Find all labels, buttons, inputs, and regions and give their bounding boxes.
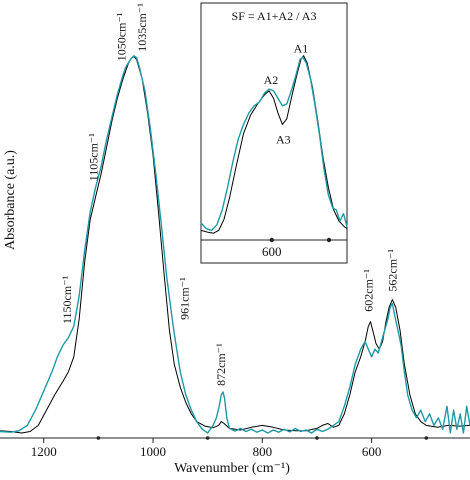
series-line-black	[0, 56, 470, 434]
peak-label-872: 872cm⁻¹	[214, 343, 228, 386]
x-tick-label-800: 800	[253, 444, 273, 459]
x-tick-label-600: 600	[362, 444, 382, 459]
peak-label-602: 602cm⁻¹	[362, 269, 376, 312]
peak-label-1050: 1050cm⁻¹	[115, 12, 129, 61]
peak-label-961: 961cm⁻¹	[177, 277, 191, 320]
peak-label-1105: 1105cm⁻¹	[87, 133, 101, 182]
x-tick-label-1200: 1200	[31, 444, 57, 459]
inset-minor-tick	[326, 237, 332, 243]
x-minor-tick-900	[205, 436, 210, 440]
inset-label-a1: A1	[294, 42, 309, 56]
peak-annotations: 1050cm⁻¹ 1035cm⁻¹ 1105cm⁻¹ 1150cm⁻¹ 961cm⁻¹ 8…	[60, 3, 399, 386]
x-axis-label: Wavenumber (cm⁻¹)	[174, 461, 290, 476]
inset-label-a3: A3	[276, 132, 291, 146]
peak-label-1035: 1035cm⁻¹	[135, 3, 149, 52]
y-axis-label: Absorbance (a.u.)	[3, 150, 18, 250]
inset-ticks: 600	[262, 237, 332, 259]
inset-title: SF = A1+A2 / A3	[232, 9, 317, 23]
inset-series-line-black	[200, 55, 348, 234]
x-axis-ticks: 1200 1000 800 600	[31, 436, 429, 459]
inset-frame	[200, 2, 348, 264]
inset-x-tick-label-600: 600	[262, 244, 282, 259]
inset-panel: SF = A1+A2 / A3 A1 A2 A3 600	[200, 2, 348, 264]
inset-label-a2: A2	[264, 73, 279, 87]
main-plot-area	[0, 55, 470, 434]
inset-series-line-teal	[200, 56, 348, 232]
peak-label-562: 562cm⁻¹	[385, 249, 399, 292]
x-minor-tick-700	[315, 436, 319, 440]
peak-label-1150: 1150cm⁻¹	[60, 275, 74, 324]
series-line-teal	[0, 55, 470, 434]
inset-x-tick-600	[269, 237, 274, 243]
x-minor-tick-500	[424, 436, 429, 440]
x-minor-tick-1100	[96, 436, 101, 440]
inset-labels: A1 A2 A3	[264, 42, 309, 147]
x-tick-label-1000: 1000	[140, 444, 166, 459]
inset-plot-area	[200, 55, 348, 234]
